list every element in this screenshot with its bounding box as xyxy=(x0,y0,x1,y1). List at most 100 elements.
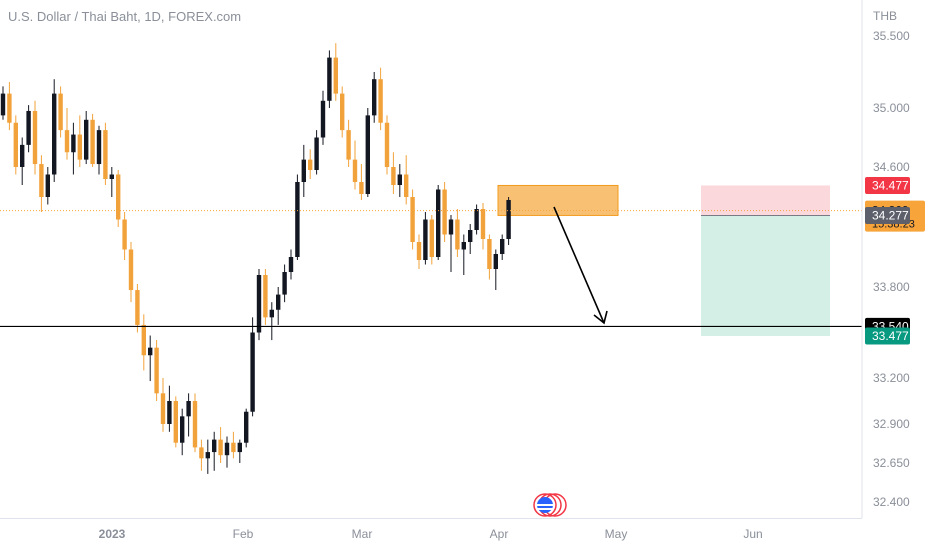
candle xyxy=(327,50,332,108)
candle xyxy=(333,43,338,101)
price-tick-label: 32.650 xyxy=(873,456,910,470)
time-tick-label: Mar xyxy=(352,527,373,541)
down-arrow-line[interactable] xyxy=(553,206,605,324)
price-tick-label: 35.500 xyxy=(873,29,910,43)
candle xyxy=(192,393,198,453)
candle xyxy=(308,149,313,179)
take-profit-zone[interactable] xyxy=(701,215,830,336)
candle xyxy=(372,72,377,123)
candle xyxy=(13,115,18,175)
candle xyxy=(410,189,415,250)
candle xyxy=(314,130,319,175)
candle xyxy=(90,113,95,167)
candle xyxy=(128,242,134,303)
candle xyxy=(346,119,351,167)
candle xyxy=(116,170,121,227)
candle xyxy=(199,439,204,471)
candle xyxy=(205,439,210,474)
candle xyxy=(493,249,498,291)
candle xyxy=(20,137,25,185)
time-tick-label: Jun xyxy=(743,527,762,541)
candle xyxy=(231,431,236,459)
arrow-head-icon xyxy=(593,310,608,325)
candle xyxy=(218,427,223,463)
time-axis[interactable]: 2023 Feb Mar Apr May Jun xyxy=(99,527,763,541)
candle xyxy=(64,108,70,160)
candle xyxy=(77,115,82,167)
candle xyxy=(352,140,358,190)
candle xyxy=(180,408,185,456)
candle xyxy=(154,340,159,401)
candle xyxy=(365,108,370,197)
candle xyxy=(71,122,76,175)
candle xyxy=(96,125,102,175)
candle xyxy=(212,431,217,471)
candle xyxy=(468,224,473,254)
candle xyxy=(416,234,422,269)
candle xyxy=(0,86,6,120)
candle xyxy=(480,203,486,250)
time-tick-label: May xyxy=(605,527,628,541)
candle xyxy=(256,269,262,341)
candle xyxy=(391,152,396,194)
price-tick-label: 34.600 xyxy=(873,160,910,174)
price-tick-label: 32.400 xyxy=(873,495,910,509)
candle xyxy=(436,185,441,260)
symbol-title: U.S. Dollar / Thai Baht, 1D, FOREX.com xyxy=(8,9,242,24)
candle xyxy=(384,115,390,175)
candle xyxy=(148,335,153,382)
entry-price-tag: 34.277 xyxy=(865,206,910,224)
stop-loss-price-tag: 34.477 xyxy=(865,176,910,194)
svg-text:34.277: 34.277 xyxy=(872,208,909,222)
take-profit-price-tag: 33.477 xyxy=(865,327,910,345)
candles-layer xyxy=(0,43,511,474)
candle xyxy=(45,167,50,205)
candle xyxy=(84,110,89,165)
candle xyxy=(58,86,63,138)
tradingview-logo-icon xyxy=(533,493,567,517)
candle xyxy=(288,249,294,280)
candle xyxy=(397,164,402,197)
candle xyxy=(429,215,434,265)
candle xyxy=(282,264,287,303)
zones-layer xyxy=(497,184,830,336)
svg-text:34.477: 34.477 xyxy=(872,178,909,192)
time-tick-label: 2023 xyxy=(99,527,126,541)
candle xyxy=(141,314,146,371)
candle xyxy=(160,378,166,432)
candle xyxy=(423,212,428,265)
svg-text:33.477: 33.477 xyxy=(872,329,909,343)
candle xyxy=(269,302,274,341)
currency-label: THB xyxy=(873,9,897,23)
candle xyxy=(448,215,454,272)
candle xyxy=(359,164,364,200)
candle xyxy=(455,209,460,257)
candle xyxy=(167,385,172,432)
time-tick-label: Apr xyxy=(490,527,509,541)
candle xyxy=(109,167,114,197)
candle xyxy=(186,393,191,437)
candle xyxy=(39,155,44,212)
price-tick-label: 35.000 xyxy=(873,101,910,115)
price-axis[interactable]: 35.500 35.000 34.600 33.800 33.200 32.900 32.6… xyxy=(873,29,910,509)
price-tick-label: 33.200 xyxy=(873,371,910,385)
candle xyxy=(103,122,108,185)
candle xyxy=(32,100,38,175)
candle xyxy=(7,82,12,131)
price-tick-label: 33.800 xyxy=(873,280,910,294)
candle xyxy=(301,144,306,197)
candle xyxy=(237,439,242,463)
candle xyxy=(276,287,281,325)
candle xyxy=(244,408,249,448)
price-tick-label: 32.900 xyxy=(873,417,910,431)
candle xyxy=(122,212,127,260)
candle xyxy=(378,67,383,131)
candle xyxy=(224,436,230,468)
candle xyxy=(442,182,447,242)
candle xyxy=(26,105,31,153)
candle xyxy=(404,155,409,205)
candle xyxy=(52,79,57,182)
candle xyxy=(295,174,300,260)
